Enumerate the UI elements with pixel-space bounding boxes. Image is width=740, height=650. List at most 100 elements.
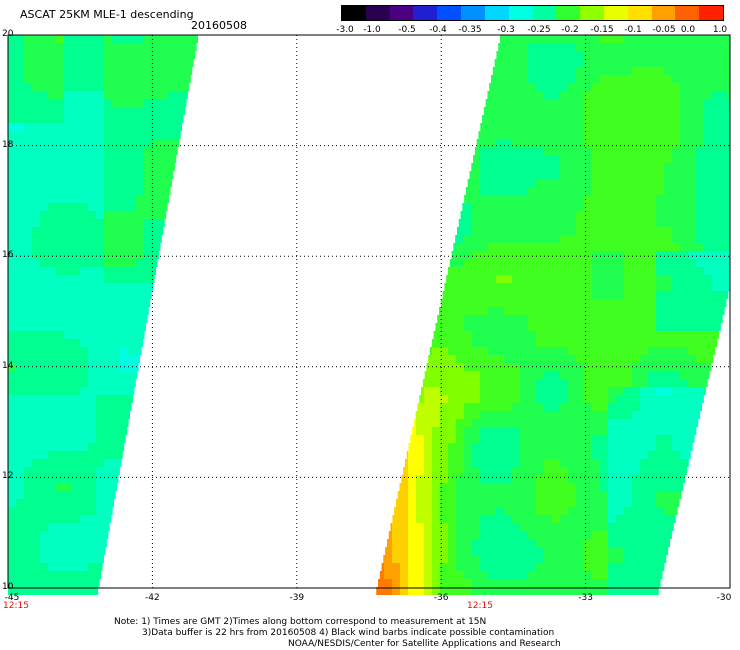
- swath-cell: [40, 171, 48, 179]
- swath-cell: [112, 307, 120, 315]
- swath-cell: [136, 219, 144, 227]
- swath-cell: [32, 491, 40, 499]
- swath-cell: [632, 339, 640, 347]
- swath-cell: [64, 67, 72, 75]
- swath-cell: [624, 35, 632, 43]
- swath-cell: [608, 395, 616, 403]
- swath-cell: [8, 459, 16, 467]
- swath-cell: [16, 555, 24, 563]
- swath-cell: [520, 563, 528, 571]
- swath-cell: [664, 115, 672, 123]
- swath-cell: [528, 91, 536, 99]
- swath-cell: [504, 547, 512, 555]
- swath-cell: [528, 107, 536, 115]
- swath-cell: [80, 379, 88, 387]
- swath-cell: [520, 435, 528, 443]
- swath-cell: [96, 259, 104, 267]
- swath-cell: [632, 267, 640, 275]
- swath-cell: [64, 387, 72, 395]
- swath-cell: [48, 467, 56, 475]
- swath-cell: [472, 419, 480, 427]
- swath-cell: [536, 555, 544, 563]
- swath-cell: [560, 283, 568, 291]
- swath-cell: [112, 427, 120, 435]
- swath-cell: [16, 179, 24, 187]
- swath-cell: [672, 43, 680, 51]
- swath-cell: [704, 371, 710, 379]
- swath-cell: [688, 371, 696, 379]
- swath-cell: [48, 547, 56, 555]
- swath-cell: [96, 499, 104, 507]
- swath-cell: [608, 587, 616, 595]
- swath-cell: [632, 443, 640, 451]
- swath-cell: [528, 275, 536, 283]
- swath-cell: [576, 43, 584, 51]
- swath-cell: [72, 227, 80, 235]
- swath-cell: [16, 99, 24, 107]
- swath-cell: [72, 67, 80, 75]
- swath-cell: [648, 43, 656, 51]
- swath-cell: [440, 459, 448, 467]
- swath-cell: [600, 539, 608, 547]
- swath-cell: [408, 483, 416, 491]
- swath-cell: [80, 507, 88, 515]
- swath-cell: [656, 131, 664, 139]
- swath-cell: [152, 75, 160, 83]
- swath-cell: [88, 283, 96, 291]
- swath-cell: [680, 91, 688, 99]
- swath-cell: [552, 491, 560, 499]
- swath-cell: [136, 147, 144, 155]
- swath-cell: [680, 243, 688, 251]
- swath-cell: [496, 531, 504, 539]
- swath-cell: [424, 571, 432, 579]
- swath-cell: [448, 451, 456, 459]
- swath-cell: [8, 371, 16, 379]
- swath-cell: [56, 499, 64, 507]
- swath-cell: [592, 459, 600, 467]
- swath-cell: [64, 243, 72, 251]
- color-scale-label: -0.25: [527, 25, 551, 35]
- swath-cell: [576, 523, 584, 531]
- swath-cell: [584, 67, 592, 75]
- swath-cell: [584, 163, 592, 171]
- swath-cell: [680, 267, 688, 275]
- swath-cell: [512, 59, 520, 67]
- swath-cell: [648, 395, 656, 403]
- swath-cell: [80, 411, 88, 419]
- swath-cell: [576, 51, 584, 59]
- swath-cell: [648, 435, 656, 443]
- swath-cell: [640, 475, 648, 483]
- swath-cell: [624, 419, 632, 427]
- swath-cell: [64, 419, 72, 427]
- swath-cell: [576, 123, 584, 131]
- swath-cell: [688, 403, 696, 411]
- swath-cell: [432, 507, 440, 515]
- swath-cell: [128, 339, 136, 347]
- swath-cell: [88, 83, 96, 91]
- swath-cell: [536, 203, 544, 211]
- swath-cell: [688, 299, 696, 307]
- swath-cell: [528, 307, 536, 315]
- swath-cell: [96, 195, 104, 203]
- swath-cell: [568, 75, 576, 83]
- swath-cell: [128, 211, 136, 219]
- swath-cell: [432, 403, 440, 411]
- swath-cell: [504, 411, 512, 419]
- swath-cell: [624, 99, 632, 107]
- swath-cell: [656, 195, 664, 203]
- swath-cell: [672, 163, 680, 171]
- swath-cell: [600, 99, 608, 107]
- swath-cell: [688, 251, 696, 259]
- swath-cell: [664, 131, 672, 139]
- swath-cell: [144, 107, 152, 115]
- swath-cell: [720, 139, 728, 147]
- swath-cell: [696, 99, 704, 107]
- swath-cell: [48, 35, 56, 43]
- swath-cell: [48, 355, 56, 363]
- swath-cell: [616, 339, 624, 347]
- swath-cell: [488, 467, 496, 475]
- swath-cell: [96, 51, 104, 59]
- swath-cell: [560, 323, 568, 331]
- swath-cell: [464, 355, 472, 363]
- swath-cell: [32, 427, 40, 435]
